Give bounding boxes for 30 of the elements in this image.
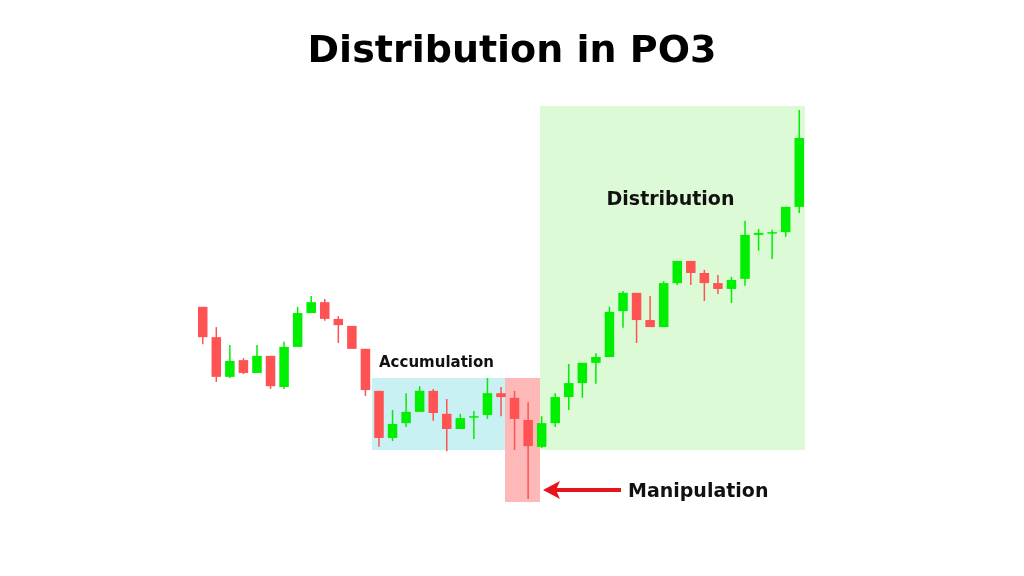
candlestick xyxy=(753,228,764,252)
candlestick xyxy=(591,352,601,385)
candlestick xyxy=(713,274,723,295)
candlestick xyxy=(482,377,493,420)
candlestick xyxy=(414,385,425,413)
candlestick xyxy=(767,229,777,260)
candlestick xyxy=(428,388,438,422)
candlestick xyxy=(469,410,479,440)
candlestick xyxy=(509,390,520,451)
candlestick xyxy=(442,398,452,452)
candlestick xyxy=(252,344,262,374)
candlestick xyxy=(536,415,547,449)
candlestick xyxy=(225,344,235,379)
annotation: Manipulation xyxy=(628,479,769,501)
annotation: Distribution xyxy=(606,187,735,209)
candlestick xyxy=(564,363,574,411)
candlestick xyxy=(726,276,737,304)
candlestick xyxy=(577,362,588,399)
candlestick xyxy=(618,290,628,329)
chart-title: Distribution in PO3 xyxy=(307,27,717,71)
candlestick xyxy=(387,409,398,442)
candlestick xyxy=(686,260,696,286)
candlestick xyxy=(645,295,655,328)
candlestick xyxy=(401,392,411,428)
candlestick xyxy=(333,315,344,344)
candlestick xyxy=(320,298,330,322)
annotation: Accumulation xyxy=(379,353,494,371)
candlestick xyxy=(496,386,506,417)
candlestick xyxy=(699,269,710,302)
candlestick xyxy=(672,260,682,286)
